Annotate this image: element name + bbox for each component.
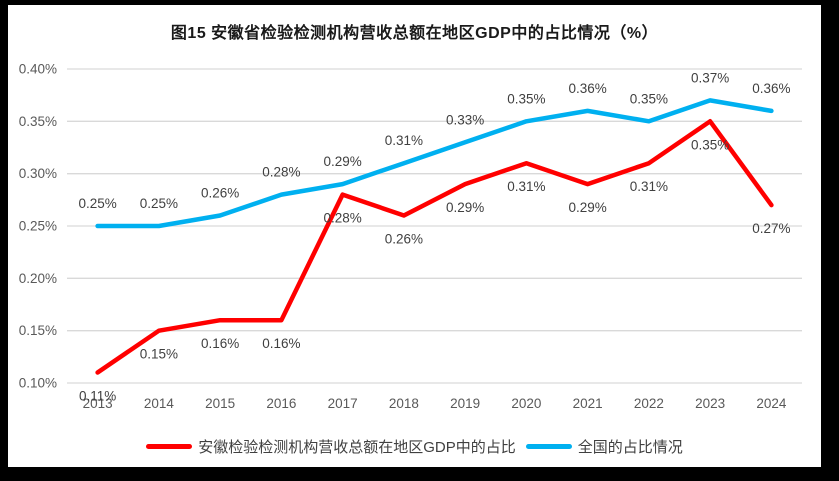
y-tick-label: 0.30% [19,166,57,181]
data-label-series-1: 0.26% [201,186,239,201]
chart-legend: 安徽检验检测机构营收总额在地区GDP中的占比 全国的占比情况 [8,436,821,457]
legend-item-1: 全国的占比情况 [525,436,683,457]
data-label-series-1: 0.29% [323,154,361,169]
x-tick-label: 2018 [389,396,419,411]
line-chart: 0.10% 0.15% 0.20% 0.25% 0.30% 0.35% 0.40% 2013 2… [19,62,802,411]
data-label-series-0: 0.35% [691,137,729,152]
data-label-series-1: 0.35% [630,91,668,106]
data-label-series-0: 0.27% [752,221,790,236]
data-label-series-0: 0.31% [630,179,668,194]
data-label-series-1: 0.28% [262,165,300,180]
x-tick-label: 2022 [634,396,664,411]
legend-line-swatch-0 [146,444,193,449]
y-tick-label: 0.40% [19,62,57,77]
chart-title: 图15 安徽省检验检测机构营收总额在地区GDP中的占比情况（%） [170,25,659,42]
data-label-series-0: 0.31% [507,179,545,194]
legend-item-0: 安徽检验检测机构营收总额在地区GDP中的占比 [146,436,516,457]
data-label-series-0: 0.29% [446,200,484,215]
data-label-series-1: 0.33% [446,112,484,127]
x-tick-label: 2023 [695,396,725,411]
legend-label-1: 全国的占比情况 [577,439,683,456]
data-label-series-1: 0.31% [385,133,423,148]
data-label-series-1: 0.35% [507,91,545,106]
data-label-series-0: 0.29% [568,200,606,215]
series-line-0 [95,119,774,375]
x-tick-label: 2016 [266,396,296,411]
data-label-series-0: 0.16% [201,336,239,351]
chart-panel: 图15 安徽省检验检测机构营收总额在地区GDP中的占比情况（%） 0.10% 0.… [8,5,821,467]
y-tick-label: 0.35% [19,114,57,129]
legend-line-swatch-1 [525,444,572,449]
y-tick-label: 0.20% [19,271,57,286]
data-label-series-0: 0.11% [79,389,116,404]
series-line-1 [95,98,774,229]
x-tick-label: 2017 [328,396,358,411]
x-tick-label: 2024 [756,396,787,411]
data-label-series-0: 0.28% [323,211,361,226]
data-label-series-1: 0.25% [78,196,116,211]
data-label-series-1: 0.25% [140,196,178,211]
data-label-series-0: 0.26% [385,232,423,247]
y-tick-label: 0.15% [19,323,57,338]
legend-label-0: 安徽检验检测机构营收总额在地区GDP中的占比 [198,439,516,456]
x-tick-label: 2014 [144,396,175,411]
x-tick-label: 2015 [205,396,235,411]
x-tick-label: 2019 [450,396,480,411]
data-label-series-0: 0.16% [262,336,300,351]
y-tick-label: 0.25% [19,219,57,234]
data-label-series-0: 0.15% [140,347,178,362]
data-label-series-1: 0.37% [691,70,729,85]
data-label-series-1: 0.36% [568,81,606,96]
y-tick-label: 0.10% [19,376,57,391]
x-tick-label: 2013 [83,396,113,411]
data-label-series-1: 0.36% [752,81,790,96]
x-tick-label: 2020 [511,396,541,411]
x-tick-label: 2021 [573,396,603,411]
